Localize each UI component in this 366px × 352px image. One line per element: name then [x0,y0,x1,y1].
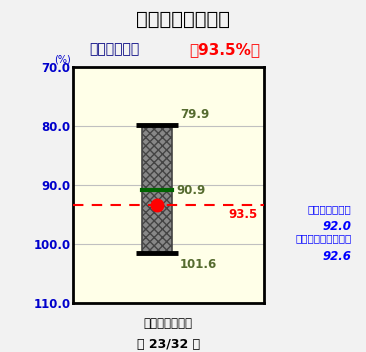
Text: 財政構造の弾力性: 財政構造の弾力性 [136,10,230,29]
Text: 類似団体内順位: 類似団体内順位 [144,318,193,330]
Text: 79.9: 79.9 [180,107,209,120]
Text: 93.5: 93.5 [228,208,258,221]
Text: ［93.5%］: ［93.5%］ [189,42,260,57]
Text: 全国市町村平均: 全国市町村平均 [307,204,351,214]
Text: ［ 23/32 ］: ［ 23/32 ］ [137,339,200,351]
Text: 101.6: 101.6 [180,258,217,271]
Text: 92.6: 92.6 [322,250,351,263]
Text: 92.0: 92.0 [322,220,351,233]
Text: 90.9: 90.9 [176,184,205,197]
Text: 経常収支比率: 経常収支比率 [89,42,139,56]
Text: (%): (%) [55,55,71,64]
Text: 神奈川県市町村平均: 神奈川県市町村平均 [295,233,351,244]
Bar [142,125,172,253]
